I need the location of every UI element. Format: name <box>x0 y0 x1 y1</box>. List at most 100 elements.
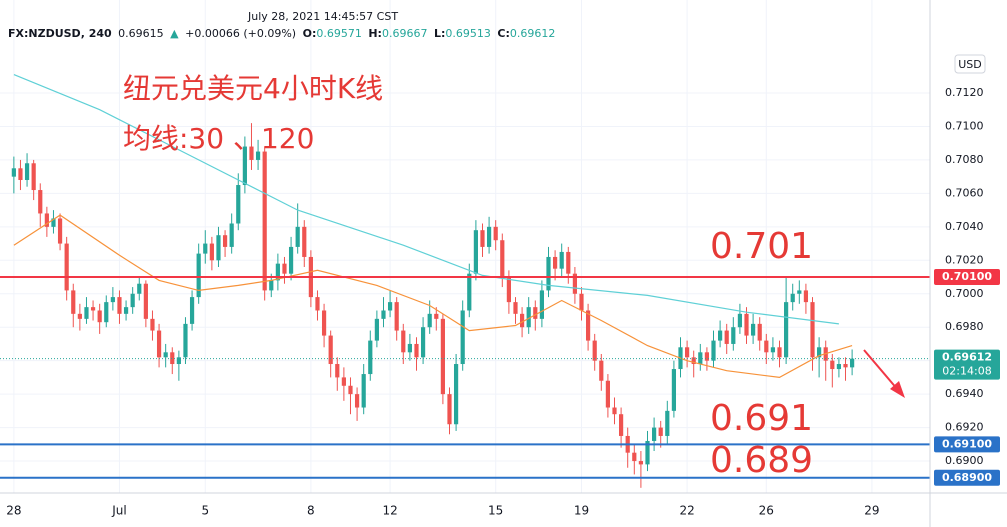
candle-body <box>163 352 168 358</box>
candle-body <box>850 358 855 368</box>
candle-body <box>619 414 624 436</box>
price: 0.69615 <box>118 27 164 40</box>
candle-body <box>460 310 465 365</box>
candle-body <box>71 290 76 314</box>
candle-body <box>90 307 96 311</box>
candle-body <box>480 230 485 247</box>
candle-body <box>658 427 663 436</box>
candle-body <box>500 240 505 278</box>
candle-body <box>566 251 571 274</box>
candle-body <box>764 340 769 353</box>
candle-body <box>599 360 604 381</box>
moving-average <box>13 214 853 379</box>
y-tick-label: 0.7060 <box>945 186 984 199</box>
currency-badge[interactable] <box>954 54 986 74</box>
y-tick-label: 0.7080 <box>945 153 984 166</box>
symbol: FX:NZDUSD, 240 <box>8 27 112 40</box>
candle-body <box>249 146 254 160</box>
candle-body <box>652 427 657 441</box>
candle-body <box>632 452 637 462</box>
countdown-label: 02:14:08 <box>942 365 991 378</box>
annotation-title: 纽元兑美元4小时K线 <box>123 72 383 105</box>
candle-body <box>302 226 307 257</box>
annotation-level: 0.701 <box>710 226 813 267</box>
candle-body <box>64 243 69 291</box>
candle-body <box>368 340 373 375</box>
candle-body <box>18 168 23 181</box>
candle-body <box>592 340 597 361</box>
candle-body <box>354 394 360 408</box>
candle-body <box>770 347 776 353</box>
last-price-label: 0.69612 <box>942 351 992 364</box>
header-legend: FX:NZDUSD, 240 0.69615 ▲ +0.00066 (+0.09… <box>8 27 558 40</box>
candle-body <box>236 185 241 224</box>
candle-body <box>341 377 346 386</box>
candle-body <box>156 330 162 358</box>
y-tick-label: 0.6940 <box>945 387 984 400</box>
candle-body <box>97 310 102 323</box>
candle-body <box>731 327 736 344</box>
candle-body <box>711 340 716 361</box>
candle-body <box>315 297 320 311</box>
candle-body <box>493 226 498 241</box>
candle-body <box>836 364 842 370</box>
candle-body <box>486 226 492 247</box>
candle-body <box>407 343 412 353</box>
high: 0.69667 <box>381 27 428 40</box>
open-label: O: <box>302 27 317 40</box>
candle-body <box>222 235 228 247</box>
annotation-level: 0.689 <box>710 440 813 481</box>
candle-body <box>691 357 696 365</box>
candle-body <box>209 243 214 261</box>
candle-body <box>321 310 327 336</box>
x-tick-label: 8 <box>307 504 315 518</box>
candle-body <box>473 230 478 274</box>
candle-body <box>539 290 544 319</box>
candle-body <box>150 318 155 331</box>
low: 0.69513 <box>445 27 491 40</box>
level-label: 0.70100 <box>942 270 992 283</box>
candle-body <box>288 246 294 274</box>
candle-body <box>612 407 617 415</box>
candle-body <box>31 163 36 191</box>
candle-body <box>526 307 531 328</box>
candle-body <box>348 385 353 395</box>
candle-body <box>830 360 835 370</box>
candle-body <box>110 297 115 303</box>
y-tick-label: 0.6920 <box>945 421 984 434</box>
open: 0.69571 <box>316 27 362 40</box>
candle-body <box>143 283 148 319</box>
candle-body <box>572 273 577 294</box>
candle-body <box>579 293 584 311</box>
y-tick-label: 0.6900 <box>945 454 984 467</box>
currency-label: USD <box>958 58 982 71</box>
candle-body <box>718 330 723 341</box>
candle-body <box>401 330 406 353</box>
candle-body <box>665 410 670 436</box>
plot <box>0 74 930 488</box>
candle-body <box>130 293 135 308</box>
candle-body <box>77 313 82 319</box>
candle-body <box>777 347 782 358</box>
last-price-badge <box>934 349 1000 380</box>
candle-body <box>737 313 743 328</box>
candle-body <box>638 461 644 465</box>
candle-body <box>757 323 762 341</box>
candle-body <box>394 302 399 331</box>
candle-body <box>117 297 122 314</box>
candle-body <box>559 251 564 269</box>
x-tick-label: 12 <box>382 504 397 518</box>
candle-body <box>506 277 511 303</box>
moving-average <box>13 74 839 325</box>
candle-body <box>671 369 677 411</box>
level-label: 0.68900 <box>942 471 992 484</box>
candle-body <box>744 313 749 336</box>
y-tick-label: 0.7040 <box>945 220 984 233</box>
time: July 28, 2021 14:45:57 CST <box>248 10 399 23</box>
change-arrow: ▲ <box>170 27 179 40</box>
x-tick-label: 26 <box>759 504 774 518</box>
y-tick-label: 0.7020 <box>945 253 984 266</box>
trend-arrow <box>863 349 905 398</box>
candle-body <box>585 310 591 341</box>
